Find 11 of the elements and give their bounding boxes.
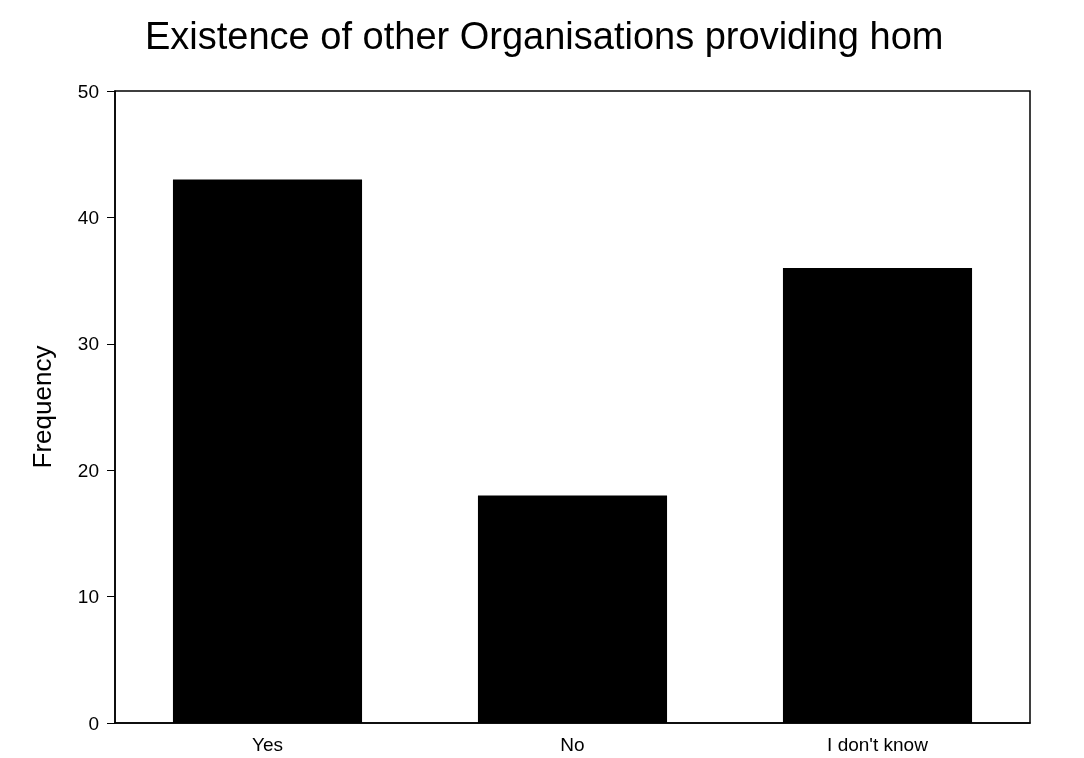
y-axis-title: Frequency — [27, 345, 57, 469]
y-tick-label: 30 — [77, 333, 99, 355]
x-tick-label: I don't know — [827, 734, 929, 755]
y-tick-label: 0 — [88, 712, 99, 734]
y-tick-label: 40 — [77, 206, 99, 228]
x-tick-label: No — [560, 734, 585, 755]
y-tick-label: 10 — [77, 586, 99, 608]
y-tick-label: 50 — [77, 80, 99, 102]
x-tick-label: Yes — [252, 734, 283, 755]
y-tick-label: 20 — [77, 459, 99, 481]
chart-title: Existence of other Organisations providing hom — [145, 15, 944, 57]
